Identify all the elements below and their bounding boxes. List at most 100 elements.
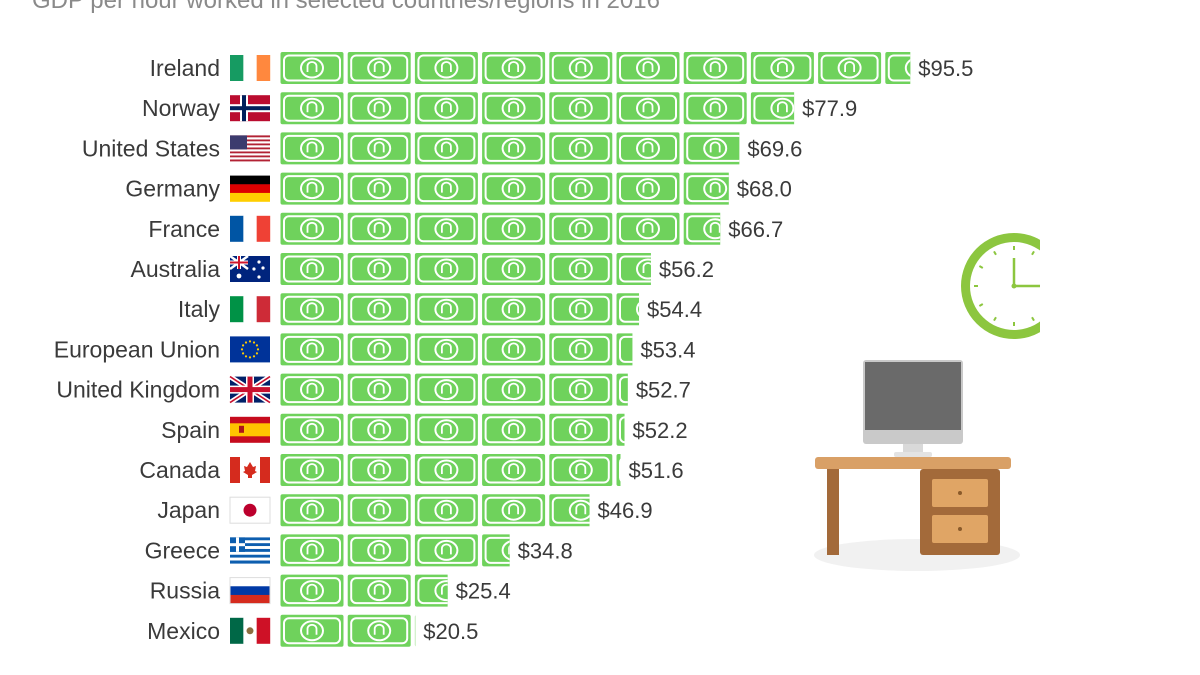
value-label: $52.2 xyxy=(633,418,688,443)
bar xyxy=(280,211,721,246)
banknote-icon xyxy=(548,211,614,246)
norway-flag xyxy=(230,95,270,122)
value-label: $25.4 xyxy=(456,579,511,604)
banknote-icon xyxy=(548,51,614,85)
banknote-icon xyxy=(280,51,345,85)
banknote-icon xyxy=(346,131,412,166)
value-label: $77.9 xyxy=(802,96,857,121)
banknote-icon xyxy=(481,211,547,246)
banknote-icon xyxy=(346,573,412,608)
banknote-icon xyxy=(481,51,547,85)
value-label: $34.8 xyxy=(518,538,573,563)
banknote-icon xyxy=(481,252,547,286)
banknote-icon xyxy=(817,51,883,85)
italy-flag xyxy=(230,296,271,323)
value-label: $51.6 xyxy=(629,458,684,483)
banknote-icon xyxy=(615,211,681,246)
banknote-icon xyxy=(615,131,681,166)
category-label: Spain xyxy=(161,417,220,443)
banknote-icon xyxy=(548,412,614,447)
banknote-icon xyxy=(346,533,412,568)
bar xyxy=(280,453,621,487)
germany-flag xyxy=(230,175,270,202)
canada-flag xyxy=(230,457,270,483)
banknote-icon xyxy=(346,412,412,447)
banknote-icon xyxy=(280,412,345,447)
category-label: Germany xyxy=(125,176,220,202)
banknote-icon xyxy=(346,613,412,648)
banknote-icon xyxy=(413,453,479,487)
banknote-icon xyxy=(548,453,614,487)
banknote-icon xyxy=(280,292,345,327)
australia-flag xyxy=(229,254,270,282)
banknote-icon xyxy=(346,211,412,246)
banknote-icon xyxy=(548,91,614,126)
value-label: $20.5 xyxy=(423,619,478,644)
greece-flag xyxy=(230,537,270,564)
value-label: $56.2 xyxy=(659,257,714,282)
banknote-icon xyxy=(413,332,479,367)
france-flag xyxy=(230,215,271,242)
ireland-flag xyxy=(230,55,271,81)
banknote-icon xyxy=(280,171,345,206)
value-label: $52.7 xyxy=(636,378,691,403)
banknote-icon xyxy=(346,51,412,85)
banknote-icon xyxy=(346,493,412,528)
bar xyxy=(280,412,625,447)
banknote-icon xyxy=(413,292,479,327)
category-label: Canada xyxy=(139,457,220,483)
banknote-icon xyxy=(615,51,681,85)
chart-subtitle: GDP per hour worked in selected countrie… xyxy=(32,0,660,14)
banknote-icon xyxy=(413,51,479,85)
category-label: France xyxy=(148,216,220,242)
banknote-icon xyxy=(280,573,345,608)
banknote-icon xyxy=(346,91,412,126)
banknote-icon xyxy=(481,292,547,327)
value-label: $66.7 xyxy=(728,217,783,242)
category-label: United States xyxy=(82,135,220,161)
category-label: Norway xyxy=(142,95,220,121)
uk-flag xyxy=(228,374,272,405)
banknote-icon xyxy=(280,493,345,528)
bar xyxy=(280,493,590,528)
banknote-icon xyxy=(280,372,345,407)
banknote-icon xyxy=(280,613,345,648)
banknote-icon xyxy=(280,533,345,568)
category-label: Japan xyxy=(157,497,220,523)
bar xyxy=(280,171,729,206)
value-label: $53.4 xyxy=(640,337,695,362)
banknote-icon xyxy=(481,372,547,407)
banknote-icon xyxy=(280,332,345,367)
banknote-icon xyxy=(413,91,479,126)
banknote-icon xyxy=(682,131,740,166)
usa-flag xyxy=(230,135,270,162)
banknote-icon xyxy=(346,332,412,367)
value-label: $46.9 xyxy=(598,498,653,523)
banknote-icon xyxy=(413,412,479,447)
category-label: Russia xyxy=(150,578,221,604)
banknote-icon xyxy=(548,332,614,367)
russia-flag xyxy=(229,577,271,605)
category-label: Greece xyxy=(145,537,220,563)
banknote-icon xyxy=(548,372,614,407)
banknote-icon xyxy=(481,493,547,528)
value-label: $68.0 xyxy=(737,177,792,202)
category-label: United Kingdom xyxy=(56,377,220,403)
banknote-icon xyxy=(280,252,345,286)
banknote-icon xyxy=(413,211,479,246)
bar xyxy=(280,533,510,568)
bar xyxy=(280,51,911,85)
value-label: $54.4 xyxy=(647,297,702,322)
banknote-icon xyxy=(280,211,345,246)
banknote-icon xyxy=(413,171,479,206)
banknote-icon xyxy=(413,131,479,166)
eu-flag xyxy=(230,336,270,363)
banknote-icon xyxy=(749,51,815,85)
bar xyxy=(280,372,628,407)
banknote-icon xyxy=(481,412,547,447)
banknote-icon xyxy=(346,453,412,487)
banknote-icon xyxy=(615,91,681,126)
banknote-icon xyxy=(280,91,345,126)
banknote-icon xyxy=(682,91,748,126)
